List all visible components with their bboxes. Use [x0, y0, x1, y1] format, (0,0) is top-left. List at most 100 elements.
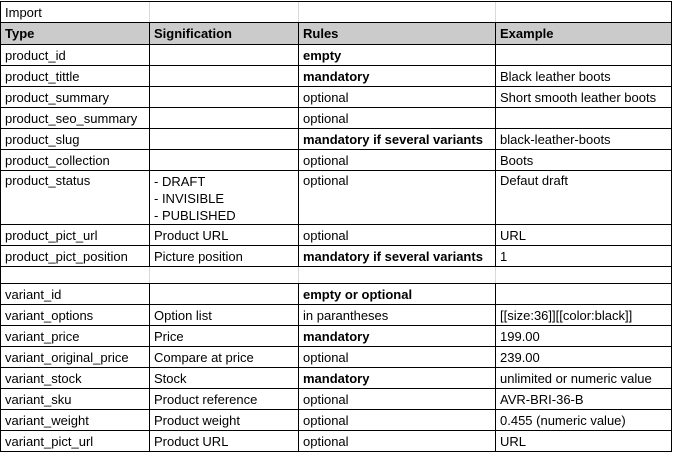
column-header-rules[interactable]: Rules [298, 22, 496, 45]
cell-type[interactable]: product_tittle [0, 65, 150, 87]
column-header-example[interactable]: Example [495, 22, 672, 45]
table-row: product_slug mandatory if several variant… [0, 128, 672, 150]
cell-rules[interactable]: optional [298, 224, 496, 246]
cell-type[interactable]: variant_stock [0, 367, 150, 389]
table-row: product_pict_position Picture position man… [0, 245, 672, 267]
cell-signification[interactable]: Price [149, 325, 299, 347]
cell-example[interactable]: unlimited or numeric value [495, 367, 672, 389]
table-row: product_pict_url Product URL optional URL [0, 224, 672, 246]
cell-signification[interactable]: Picture position [149, 245, 299, 267]
cell-rules[interactable]: optional [298, 149, 496, 171]
cell-rules[interactable]: mandatory [298, 325, 496, 347]
cell-rules[interactable]: optional [298, 346, 496, 368]
cell-type[interactable]: product_id [0, 44, 150, 66]
cell-example[interactable]: 1 [495, 245, 672, 267]
cell-signification[interactable]: Product weight [149, 409, 299, 431]
empty-cell[interactable] [495, 266, 672, 284]
cell-rules[interactable]: optional [298, 86, 496, 108]
header-row: Type Signification Rules Example [0, 22, 672, 45]
table-row: variant_sku Product reference optional AVR-… [0, 388, 672, 410]
cell-signification[interactable] [149, 86, 299, 108]
cell-example[interactable] [495, 107, 672, 129]
cell-type[interactable]: variant_original_price [0, 346, 150, 368]
table-row: product_id empty [0, 44, 672, 66]
cell-signification[interactable]: Product URL [149, 224, 299, 246]
cell-type[interactable]: product_pict_url [0, 224, 150, 246]
table-row: variant_pict_url Product URL optional URL [0, 430, 672, 452]
cell-example[interactable]: Defaut draft [495, 170, 672, 225]
cell-signification[interactable]: Product reference [149, 388, 299, 410]
empty-cell[interactable] [0, 266, 150, 284]
empty-cell[interactable] [495, 1, 672, 23]
cell-example[interactable]: Boots [495, 149, 672, 171]
spacer-row [0, 266, 672, 284]
cell-type[interactable]: product_collection [0, 149, 150, 171]
cell-rules[interactable]: empty [298, 44, 496, 66]
empty-cell[interactable] [298, 266, 496, 284]
table-row: product_status - DRAFT - INVISIBLE - PUBL… [0, 170, 672, 225]
empty-cell[interactable] [149, 266, 299, 284]
cell-type[interactable]: product_status [0, 170, 150, 225]
cell-rules[interactable]: optional [298, 409, 496, 431]
cell-example[interactable] [495, 283, 672, 305]
cell-type[interactable]: product_slug [0, 128, 150, 150]
cell-example[interactable]: Short smooth leather boots [495, 86, 672, 108]
cell-example[interactable]: 199.00 [495, 325, 672, 347]
sheet-title-cell[interactable]: Import [0, 1, 150, 23]
cell-rules[interactable]: mandatory [298, 65, 496, 87]
cell-signification[interactable]: Product URL [149, 430, 299, 452]
empty-cell[interactable] [149, 1, 299, 23]
table-row: variant_original_price Compare at price op… [0, 346, 672, 368]
cell-type[interactable]: variant_id [0, 283, 150, 305]
cell-rules[interactable]: mandatory [298, 367, 496, 389]
table-row: variant_stock Stock mandatory unlimited or … [0, 367, 672, 389]
cell-example[interactable]: 239.00 [495, 346, 672, 368]
cell-type[interactable]: variant_price [0, 325, 150, 347]
cell-signification[interactable]: Compare at price [149, 346, 299, 368]
column-header-type[interactable]: Type [0, 22, 150, 45]
cell-signification[interactable]: Stock [149, 367, 299, 389]
cell-rules[interactable]: optional [298, 107, 496, 129]
cell-example[interactable]: Black leather boots [495, 65, 672, 87]
cell-rules[interactable]: empty or optional [298, 283, 496, 305]
table-row: product_tittle mandatory Black leather boo… [0, 65, 672, 87]
cell-signification[interactable] [149, 44, 299, 66]
column-header-signification[interactable]: Signification [149, 22, 299, 45]
cell-signification[interactable] [149, 128, 299, 150]
cell-type[interactable]: variant_pict_url [0, 430, 150, 452]
cell-signification[interactable] [149, 65, 299, 87]
title-row: Import [0, 1, 672, 23]
cell-example[interactable]: URL [495, 430, 672, 452]
cell-signification[interactable]: - DRAFT - INVISIBLE - PUBLISHED [149, 170, 299, 225]
cell-example[interactable]: [[size:36]][[color:black]] [495, 304, 672, 326]
table-row: variant_options Option list in parantheses… [0, 304, 672, 326]
cell-type[interactable]: product_seo_summary [0, 107, 150, 129]
cell-rules[interactable]: mandatory if several variants [298, 245, 496, 267]
cell-type[interactable]: variant_weight [0, 409, 150, 431]
cell-rules[interactable]: optional [298, 170, 496, 225]
cell-signification[interactable] [149, 107, 299, 129]
cell-example[interactable] [495, 44, 672, 66]
cell-signification[interactable] [149, 283, 299, 305]
cell-example[interactable]: 0.455 (numeric value) [495, 409, 672, 431]
cell-rules[interactable]: mandatory if several variants [298, 128, 496, 150]
cell-signification[interactable]: Option list [149, 304, 299, 326]
table-row: variant_weight Product weight optional 0.45… [0, 409, 672, 431]
cell-type[interactable]: product_summary [0, 86, 150, 108]
cell-rules[interactable]: optional [298, 388, 496, 410]
cell-example[interactable]: AVR-BRI-36-B [495, 388, 672, 410]
table-row: product_summary optional Short smooth leat… [0, 86, 672, 108]
table-row: variant_id empty or optional [0, 283, 672, 305]
cell-signification[interactable] [149, 149, 299, 171]
empty-cell[interactable] [298, 1, 496, 23]
cell-type[interactable]: variant_sku [0, 388, 150, 410]
cell-type[interactable]: product_pict_position [0, 245, 150, 267]
cell-example[interactable]: black-leather-boots [495, 128, 672, 150]
cell-rules[interactable]: in parantheses [298, 304, 496, 326]
cell-example[interactable]: URL [495, 224, 672, 246]
cell-type[interactable]: variant_options [0, 304, 150, 326]
cell-rules[interactable]: optional [298, 430, 496, 452]
